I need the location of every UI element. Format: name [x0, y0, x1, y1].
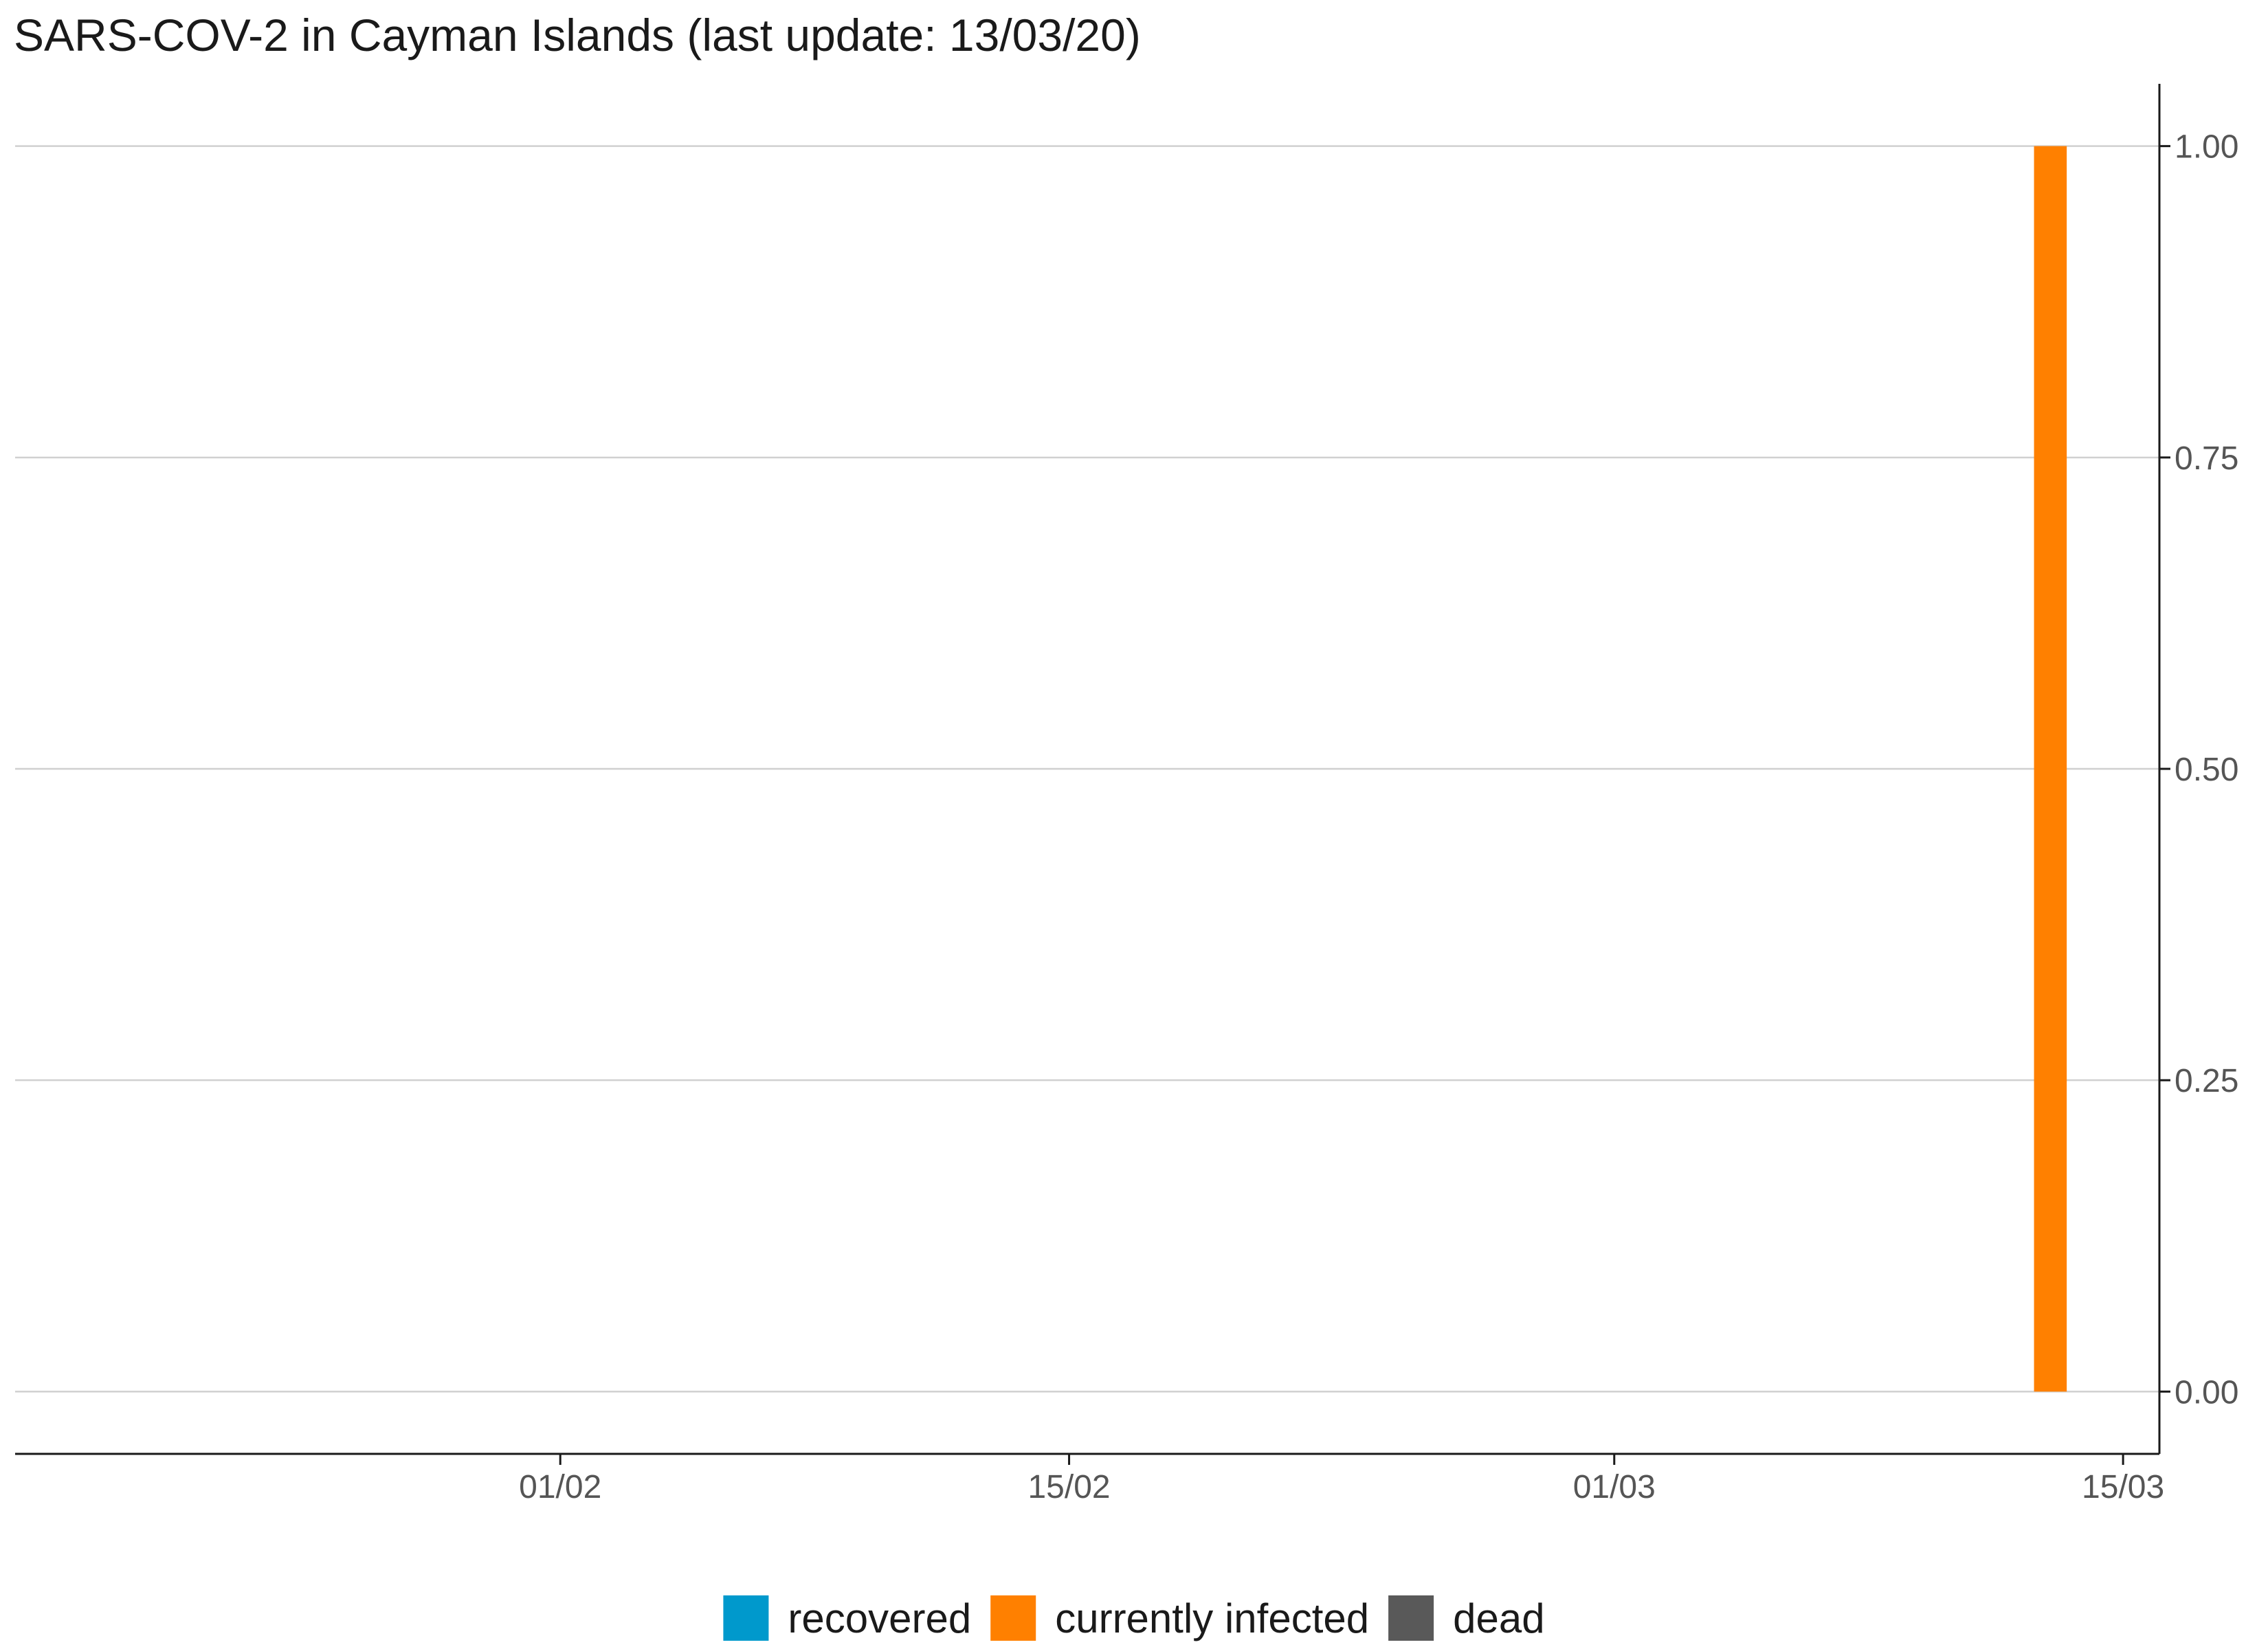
x-tick-label: 15/03 [2082, 1469, 2164, 1505]
legend-swatch [990, 1595, 1036, 1641]
x-tick-label: 15/02 [1027, 1469, 1110, 1505]
bars [2034, 146, 2067, 1392]
x-tick-label: 01/02 [519, 1469, 601, 1505]
y-tick-label: 0.00 [2175, 1374, 2238, 1411]
y-tick-label: 0.25 [2175, 1063, 2238, 1099]
legend-swatch [1388, 1595, 1434, 1641]
bar-currently-infected [2034, 146, 2067, 1392]
legend-label: dead [1453, 1595, 1544, 1641]
y-axis-ticks: 0.00 0.25 0.50 0.75 1.00 [2159, 129, 2238, 1411]
legend-label: recovered [788, 1595, 971, 1641]
x-tick-label: 01/03 [1573, 1469, 1656, 1505]
legend-swatch [723, 1595, 769, 1641]
y-tick-label: 0.75 [2175, 440, 2238, 477]
y-tick-label: 1.00 [2175, 129, 2238, 166]
chart-title: SARS-COV-2 in Cayman Islands (last updat… [14, 10, 1141, 60]
gridlines [15, 145, 2159, 1393]
legend-label: currently infected [1055, 1595, 1369, 1641]
x-axis-ticks: 01/02 15/02 01/03 15/03 [519, 1454, 2164, 1505]
y-tick-label: 0.50 [2175, 752, 2238, 788]
legend: recovered currently infected dead [723, 1595, 1545, 1641]
